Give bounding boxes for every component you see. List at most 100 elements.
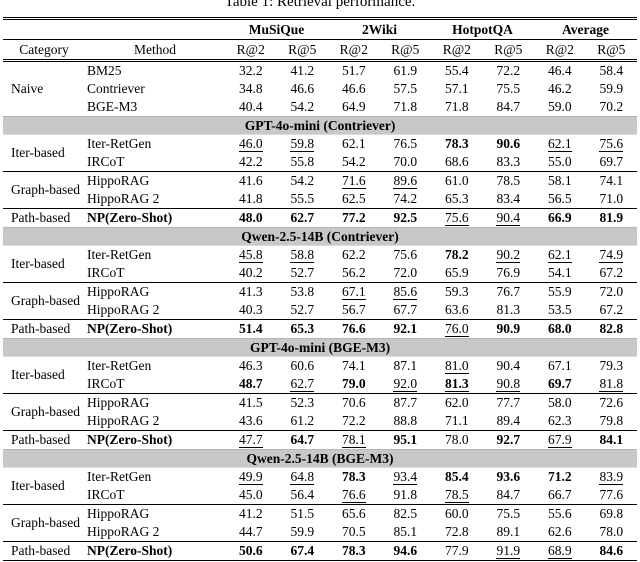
value-text: 75.6 (444, 210, 469, 226)
value-text: 83.4 (496, 191, 521, 206)
value-cell: 74.1 (328, 357, 380, 376)
value-text: 91.8 (393, 487, 418, 502)
value-text: 32.2 (238, 63, 263, 78)
value-text: 94.6 (393, 543, 418, 558)
value-text: 71.8 (393, 99, 418, 114)
value-text: 72.0 (393, 265, 418, 280)
value-cell: 63.6 (431, 301, 483, 320)
value-cell: 81.9 (586, 209, 638, 228)
value-cell: 78.1 (328, 431, 380, 450)
value-cell: 78.5 (483, 172, 535, 191)
value-cell: 62.1 (534, 246, 586, 265)
value-cell: 72.8 (431, 523, 483, 542)
value-text: 78.3 (444, 136, 469, 151)
value-cell: 45.8 (225, 246, 277, 265)
value-cell: 64.7 (277, 431, 329, 450)
method-cell: Iter-RetGen (87, 247, 152, 262)
value-text: 43.6 (238, 413, 263, 428)
value-cell: 71.0 (586, 190, 638, 209)
value-cell: 57.1 (431, 80, 483, 98)
value-cell: 81.0 (431, 357, 483, 376)
value-text: 65.3 (290, 321, 315, 336)
value-text: 71.2 (547, 469, 572, 484)
value-cell: 70.0 (380, 153, 432, 172)
value-cell: 71.1 (431, 412, 483, 431)
value-cell: 78.3 (328, 468, 380, 487)
value-text: 70.0 (393, 154, 418, 169)
value-text: 76.0 (444, 321, 469, 337)
value-cell: 59.0 (534, 98, 586, 117)
table-row: Contriever 34.8 46.6 46.6 57.5 57.1 75.5 46.2 59… (3, 80, 637, 98)
value-text: 93.4 (393, 469, 418, 485)
value-text: 77.9 (444, 543, 469, 558)
value-cell: 55.4 (431, 61, 483, 81)
value-cell: 53.5 (534, 301, 586, 320)
table-row: Graph-based HippoRAG 41.6 54.2 71.6 89.6 61.0 7… (3, 171, 638, 197)
value-cell: 65.3 (277, 320, 329, 339)
value-cell: 46.6 (328, 80, 380, 98)
table-row: Path-based NP(Zero-Shot) 48.0 62.7 77.2 92.5 7… (3, 208, 638, 228)
value-cell: 64.8 (277, 468, 329, 487)
method-cell: BGE-M3 (87, 99, 138, 114)
value-text: 92.0 (393, 376, 418, 392)
value-cell: 62.3 (534, 412, 586, 431)
value-cell: 46.6 (277, 80, 329, 98)
value-text: 77.6 (599, 487, 624, 502)
value-cell: 83.3 (483, 153, 535, 172)
table-row: Iter-based Iter-RetGen 46.3 60.6 74.1 87.1 81.… (3, 357, 638, 382)
value-text: 56.5 (547, 191, 572, 206)
value-text: 85.6 (393, 284, 418, 300)
value-cell: 79.3 (586, 357, 638, 376)
table-row: HippoRAG 2 44.7 59.9 70.5 85.1 72.8 89.1 62.6 78… (3, 523, 637, 542)
table-row: Iter-based Iter-RetGen 49.9 64.8 78.3 93.4 85.… (3, 468, 637, 493)
value-text: 89.6 (393, 173, 418, 189)
category-cell: Graph-based (11, 293, 80, 308)
value-text: 68.6 (444, 154, 469, 169)
value-text: 70.6 (341, 395, 366, 410)
method-cell: HippoRAG 2 (87, 191, 160, 206)
table-row: Path-based NP(Zero-Shot) 50.6 67.4 78.3 94.6 7… (3, 541, 638, 562)
value-text: 61.0 (444, 173, 469, 188)
table-row: Iter-based Iter-RetGen 46.0 59.8 62.1 76.5 78.… (3, 135, 637, 160)
value-cell: 65.3 (431, 190, 483, 209)
value-text: 58.1 (547, 173, 572, 188)
value-cell: 76.0 (431, 320, 483, 339)
value-text: 62.7 (290, 210, 315, 225)
value-cell: 54.2 (277, 98, 329, 117)
retrieval-performance-table: MuSiQue 2Wiki HotpotQA Average Category … (3, 17, 638, 562)
value-cell: 59.9 (277, 523, 329, 542)
value-text: 81.3 (444, 376, 469, 392)
method-cell: HippoRAG 2 (87, 302, 160, 317)
column-header-r2: R@2 (545, 42, 574, 57)
value-cell: 71.8 (380, 98, 432, 117)
category-cell: Iter-based (11, 478, 65, 493)
value-cell: 81.3 (431, 375, 483, 394)
value-text: 84.7 (496, 99, 521, 114)
value-cell: 54.1 (534, 264, 586, 283)
value-text: 49.9 (238, 469, 263, 485)
value-cell: 89.6 (380, 172, 432, 191)
value-cell: 41.5 (225, 394, 277, 413)
value-text: 74.1 (341, 358, 366, 373)
value-text: 62.1 (547, 247, 572, 263)
value-cell: 71.8 (431, 98, 483, 117)
value-text: 71.0 (599, 191, 624, 206)
value-text: 75.5 (496, 506, 521, 521)
value-text: 46.0 (238, 136, 263, 152)
value-text: 74.1 (599, 173, 624, 188)
value-cell: 93.6 (483, 468, 535, 487)
value-cell: 94.6 (380, 542, 432, 562)
value-cell: 55.8 (277, 153, 329, 172)
value-text: 66.7 (547, 487, 572, 502)
value-text: 67.1 (547, 358, 572, 373)
value-text: 64.9 (341, 99, 366, 114)
value-text: 84.6 (599, 543, 624, 558)
value-cell: 70.5 (328, 523, 380, 542)
category-cell: Path-based (11, 432, 71, 447)
section-band-label: Qwen-2.5-14B (BGE-M3) (3, 449, 638, 468)
value-text: 41.5 (238, 395, 263, 410)
value-cell: 55.9 (534, 283, 586, 302)
column-header-r5: R@5 (288, 42, 317, 57)
value-cell: 66.7 (534, 486, 586, 505)
